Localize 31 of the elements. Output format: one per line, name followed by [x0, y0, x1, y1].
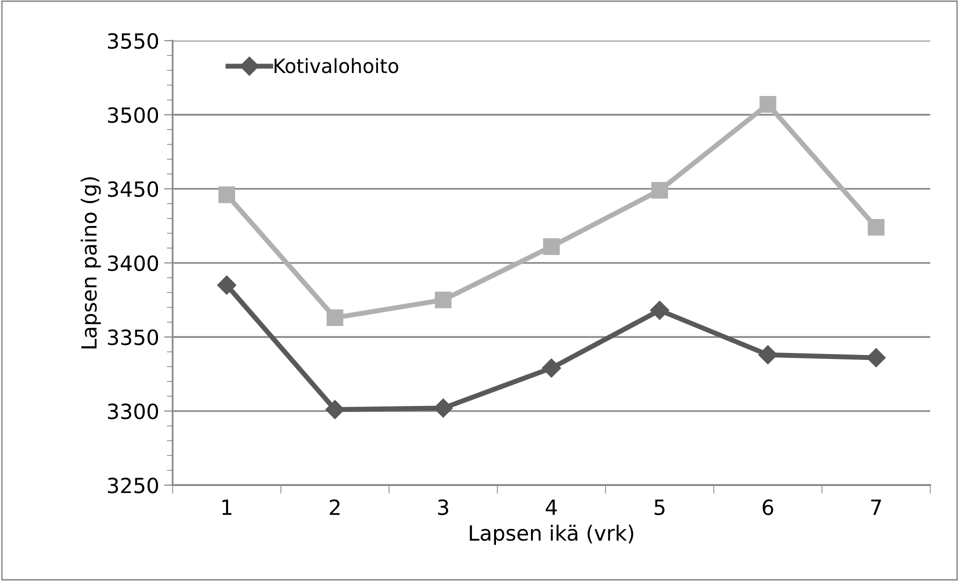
y-tick-label: 3300: [108, 404, 158, 420]
point: [325, 400, 344, 420]
x-axis-title: Lapsen ikä (vrk): [470, 524, 634, 545]
y-tick-label: 3250: [108, 478, 158, 494]
point: [217, 276, 236, 295]
x-tick-label: 5: [654, 500, 664, 516]
y-tick-label: 3450: [108, 181, 158, 198]
y-tick-label: 3500: [108, 107, 158, 123]
x-tick-label: 2: [330, 499, 340, 515]
point: [326, 309, 344, 326]
point: [218, 186, 236, 204]
x-tick-label: 4: [546, 500, 557, 515]
point: [543, 238, 560, 255]
legend-label: Kotivalohoito: [274, 58, 398, 74]
x-tick-label: 7: [871, 500, 881, 515]
point: [434, 398, 453, 418]
point: [868, 219, 884, 236]
point: [542, 358, 561, 378]
point: [650, 300, 670, 320]
point: [866, 348, 886, 368]
point: [434, 292, 452, 308]
y-tick-label: 3400: [108, 255, 158, 272]
y-tick-label: 3550: [108, 33, 158, 49]
point: [760, 96, 776, 113]
point: [651, 182, 668, 199]
point: [758, 345, 778, 364]
x-tick-label: 3: [438, 499, 448, 516]
x-tick-label: 1: [222, 500, 232, 515]
y-axis-title: Lapsen paino (g): [80, 177, 101, 348]
y-tick-label: 3350: [108, 329, 158, 346]
x-tick-label: 6: [762, 499, 774, 516]
